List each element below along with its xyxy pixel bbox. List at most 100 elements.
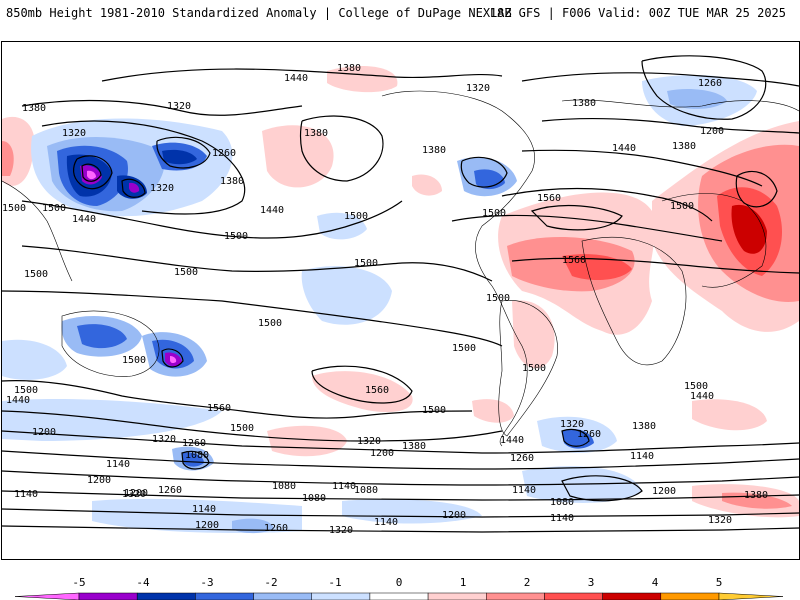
contour-label: 1380 xyxy=(402,441,426,452)
contour-label: 1440 xyxy=(612,143,636,154)
contour-label: 1140 xyxy=(332,481,356,492)
contour-label: 1500 xyxy=(486,293,510,304)
contour-label: 1380 xyxy=(632,421,656,432)
contour-label: 1320 xyxy=(62,128,86,139)
colorbar-ticks: -5 -4 -3 -2 -1 0 1 2 3 4 5 xyxy=(72,576,722,589)
colorbar-cell xyxy=(660,592,720,600)
contour-label: 1140 xyxy=(106,459,130,470)
contour-label: 1080 xyxy=(272,481,296,492)
contour-label: 1200 xyxy=(700,126,724,137)
contour-label: 1080 xyxy=(354,485,378,496)
contour-label: 1500 xyxy=(258,318,282,329)
contour-label: 1500 xyxy=(230,423,254,434)
contour-label: 1320 xyxy=(466,83,490,94)
contour-label: 1440 xyxy=(690,391,714,402)
map-canvas: 1440 1380 1320 1380 1320 1500 1260 1380 … xyxy=(2,55,799,536)
contour-label: 1080 xyxy=(550,497,574,508)
contour-label: 1500 xyxy=(24,269,48,280)
colorbar-cell xyxy=(311,592,371,600)
contour-label: 1500 xyxy=(2,203,26,214)
coastline-east-asia xyxy=(2,180,73,282)
contour-label: 1380 xyxy=(744,490,768,501)
contour-label: 1140 xyxy=(630,451,654,462)
colorbar-cell xyxy=(369,592,429,600)
contour-label: 1440 xyxy=(6,395,30,406)
colorbar-cell xyxy=(427,592,487,600)
coastline-eurasia xyxy=(561,99,799,288)
colorbar-arrow-high xyxy=(718,592,784,600)
colorbar-arrow-low xyxy=(14,592,80,600)
anomaly-patch xyxy=(301,266,392,325)
contour-label: 1320 xyxy=(152,434,176,445)
contour-label: 1500 xyxy=(684,381,708,392)
anomaly-patch xyxy=(182,452,204,467)
colorbar-cell xyxy=(253,592,312,600)
contour-label: 1500 xyxy=(354,258,378,269)
contour-label: 1200 xyxy=(652,486,676,497)
contour-label: 1260 xyxy=(264,523,288,534)
colorbar-tick-label: 5 xyxy=(716,576,723,589)
coastline-north-america xyxy=(381,90,535,447)
contour-label: 1320 xyxy=(122,489,146,500)
colorbar-tick-label: 4 xyxy=(652,576,659,589)
coastlines xyxy=(2,90,799,447)
contour-label: 1500 xyxy=(42,203,66,214)
contour-label: 1140 xyxy=(374,517,398,528)
anomaly-patch xyxy=(512,300,555,369)
contour-label: 1260 xyxy=(212,148,236,159)
contour-label: 1140 xyxy=(550,513,574,524)
colorbar-cell xyxy=(544,592,603,600)
anomaly-patch xyxy=(327,66,398,93)
colorbar-tick-label: -5 xyxy=(72,576,85,589)
contour-label: 1500 xyxy=(122,355,146,366)
chart-title: 850mb Height 1981-2010 Standardized Anom… xyxy=(6,6,512,20)
anomaly-patch xyxy=(2,339,67,380)
contour-label: 1200 xyxy=(195,520,219,531)
colorbar-cell xyxy=(602,592,662,600)
contour-label: 1320 xyxy=(329,525,353,536)
contour-label: 1560 xyxy=(562,255,586,266)
contour-label: 1440 xyxy=(72,214,96,225)
contour-label: 1200 xyxy=(370,448,394,459)
contour-label: 1140 xyxy=(512,485,536,496)
colorbar-cell xyxy=(136,592,196,600)
contour-label: 1380 xyxy=(22,103,46,114)
contour-label: 1320 xyxy=(708,515,732,526)
anomaly-patch xyxy=(162,149,197,165)
contour-label: 1380 xyxy=(572,98,596,109)
contour-label: 1320 xyxy=(150,183,174,194)
contour-label: 1500 xyxy=(482,208,506,219)
contour-label: 1260 xyxy=(577,429,601,440)
colorbar-tick-label: 1 xyxy=(460,576,467,589)
colorbar-tick-label: 0 xyxy=(396,576,403,589)
contour-labels: 1440 1380 1320 1380 1320 1500 1260 1380 … xyxy=(2,63,768,536)
colorbar-cells xyxy=(14,592,784,600)
anomaly-patch xyxy=(412,174,442,196)
anomaly-patch xyxy=(2,141,14,176)
contour-label: 1260 xyxy=(158,485,182,496)
contour-label: 1380 xyxy=(672,141,696,152)
anomaly-patch xyxy=(87,170,96,180)
colorbar-tick-label: -3 xyxy=(200,576,213,589)
anomaly-patch xyxy=(77,324,127,349)
contour-label: 1500 xyxy=(452,343,476,354)
colorbar-tick-label: -1 xyxy=(328,576,341,589)
anomaly-patch xyxy=(692,399,767,431)
anomaly-patch xyxy=(129,182,140,193)
height-contours xyxy=(2,55,799,533)
contour-label: 1200 xyxy=(442,510,466,521)
anomaly-patch xyxy=(317,212,367,240)
contour-label: 1440 xyxy=(500,435,524,446)
colorbar-cell xyxy=(486,592,545,600)
contour-label: 1560 xyxy=(537,193,561,204)
contour-label: 1380 xyxy=(220,176,244,187)
coastline-africa xyxy=(581,236,687,366)
contour-label: 1200 xyxy=(32,427,56,438)
contour-label: 1140 xyxy=(192,504,216,515)
colorbar-cell xyxy=(195,592,254,600)
contour-label: 1440 xyxy=(284,73,308,84)
contour-label: 1200 xyxy=(124,488,148,499)
anomaly-patch xyxy=(262,125,334,188)
anomaly-patch xyxy=(472,399,514,423)
coastline-australia xyxy=(61,310,160,377)
